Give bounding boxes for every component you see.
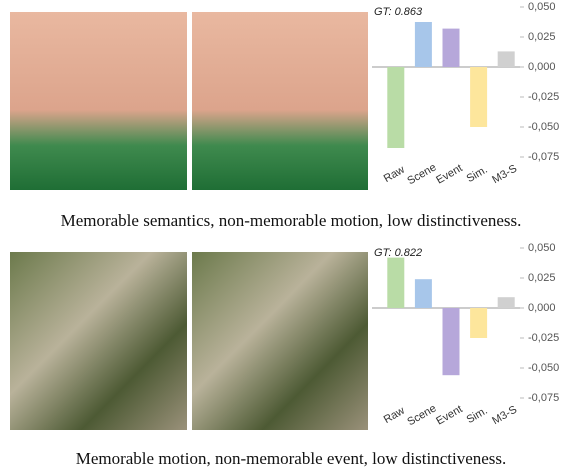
bar	[470, 308, 487, 338]
x-tick-label: Event	[434, 403, 464, 427]
y-tick-label: 0,025	[528, 272, 556, 284]
x-tick-label: M3-S	[490, 404, 519, 428]
y-tick-label: 0,050	[528, 242, 556, 254]
x-tick-label: Event	[434, 162, 464, 186]
y-tick-label: -0,050	[528, 362, 559, 374]
bar	[443, 308, 460, 375]
bar	[443, 29, 460, 67]
y-tick-label: -0,075	[528, 151, 559, 163]
annotation: GT: 0.822	[374, 247, 422, 259]
annotation: GT: 0.863	[374, 6, 423, 18]
x-tick-label: Scene	[405, 161, 438, 187]
x-tick-label: Raw	[382, 405, 407, 426]
photo	[10, 12, 187, 190]
photo	[10, 252, 187, 430]
bar	[470, 67, 487, 127]
bar	[387, 258, 404, 308]
photo	[192, 12, 368, 190]
x-tick-label: Raw	[382, 164, 407, 185]
y-tick-label: 0,025	[528, 31, 556, 43]
photo	[192, 252, 368, 430]
figure: 0,0500,0250,000-0,025-0,050-0,075RawScen…	[0, 0, 583, 470]
y-tick-label: -0,025	[528, 332, 559, 344]
x-tick-label: Sim.	[465, 405, 490, 426]
bar	[415, 279, 432, 308]
y-tick-label: 0,000	[528, 302, 556, 314]
bar	[415, 22, 432, 67]
y-tick-label: 0,000	[528, 61, 556, 73]
x-tick-label: Scene	[405, 402, 438, 428]
caption: Memorable semantics, non-memorable motio…	[61, 211, 522, 230]
x-tick-label: Sim.	[465, 164, 490, 185]
bar	[498, 297, 515, 308]
bar	[387, 67, 404, 148]
y-tick-label: -0,025	[528, 91, 559, 103]
y-tick-label: -0,075	[528, 392, 559, 404]
caption: Memorable motion, non-memorable event, l…	[76, 449, 507, 468]
y-tick-label: 0,050	[528, 1, 556, 13]
x-tick-label: M3-S	[490, 163, 519, 187]
bar	[498, 51, 515, 67]
y-tick-label: -0,050	[528, 121, 559, 133]
